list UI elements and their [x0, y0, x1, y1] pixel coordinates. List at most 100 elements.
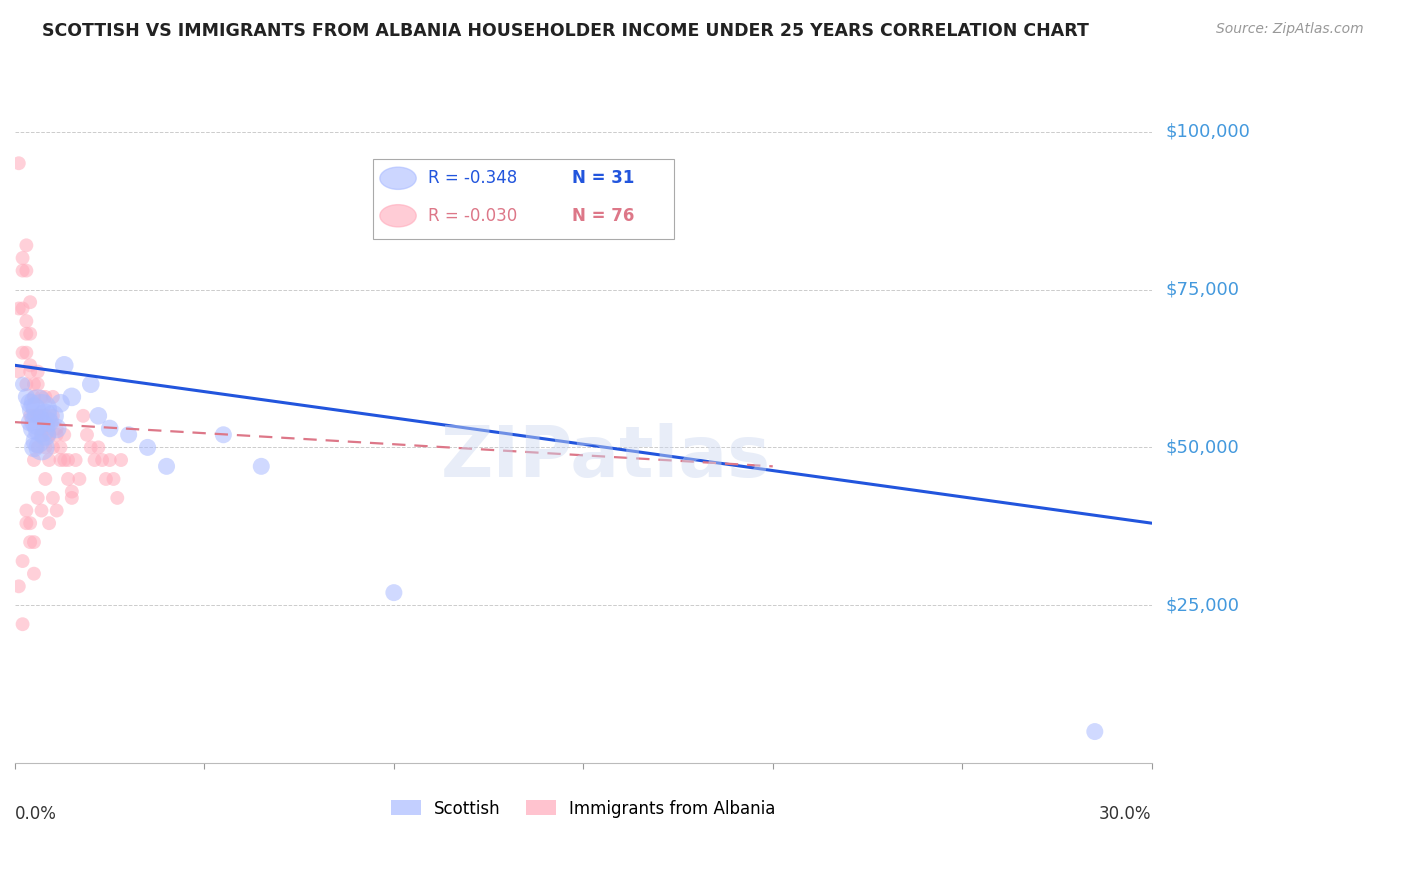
Point	[18, 365, 41, 379]
Point	[67, 472, 90, 486]
Point	[45, 427, 67, 442]
Point	[7, 156, 30, 170]
Point	[250, 459, 273, 474]
Point	[27, 365, 49, 379]
Text: $75,000: $75,000	[1166, 280, 1240, 299]
Point	[49, 396, 72, 410]
Point	[34, 472, 56, 486]
Point	[98, 453, 121, 467]
Point	[34, 409, 56, 423]
Point	[83, 453, 105, 467]
Point	[45, 421, 67, 435]
Text: R = -0.030: R = -0.030	[427, 207, 517, 225]
Text: 30.0%: 30.0%	[1099, 805, 1152, 822]
Point	[34, 427, 56, 442]
Point	[65, 453, 87, 467]
Point	[53, 453, 76, 467]
Point	[22, 421, 45, 435]
Point	[56, 472, 79, 486]
Point	[7, 579, 30, 593]
Point	[42, 491, 65, 505]
Point	[27, 377, 49, 392]
Point	[27, 491, 49, 505]
Text: N = 31: N = 31	[572, 169, 634, 187]
Point	[22, 441, 45, 455]
Point	[76, 427, 98, 442]
Text: $25,000: $25,000	[1166, 596, 1240, 615]
Point	[31, 441, 53, 455]
Point	[27, 441, 49, 455]
Point	[18, 535, 41, 549]
Circle shape	[380, 167, 416, 189]
FancyBboxPatch shape	[373, 159, 675, 239]
Point	[15, 516, 38, 531]
Point	[31, 409, 53, 423]
Point	[136, 441, 159, 455]
Point	[155, 459, 177, 474]
Point	[27, 409, 49, 423]
Point	[31, 503, 53, 517]
Point	[110, 453, 132, 467]
Point	[34, 409, 56, 423]
Point	[11, 263, 34, 277]
Point	[105, 491, 128, 505]
Point	[42, 409, 65, 423]
Point	[15, 390, 38, 404]
Point	[7, 365, 30, 379]
Point	[98, 421, 121, 435]
Legend: Scottish, Immigrants from Albania: Scottish, Immigrants from Albania	[384, 793, 782, 824]
Point	[22, 453, 45, 467]
Point	[15, 263, 38, 277]
Point	[15, 314, 38, 328]
Point	[31, 421, 53, 435]
Point	[27, 434, 49, 448]
Point	[38, 453, 60, 467]
Point	[60, 390, 83, 404]
Point	[80, 441, 103, 455]
Point	[11, 377, 34, 392]
Point	[38, 516, 60, 531]
Text: R = -0.348: R = -0.348	[427, 169, 517, 187]
Point	[15, 377, 38, 392]
Point	[18, 396, 41, 410]
Point	[18, 516, 41, 531]
Point	[18, 359, 41, 373]
Point	[22, 377, 45, 392]
Point	[34, 441, 56, 455]
Point	[31, 427, 53, 442]
Point	[34, 390, 56, 404]
Point	[18, 295, 41, 310]
Point	[91, 453, 114, 467]
Point	[87, 409, 110, 423]
Point	[27, 396, 49, 410]
Point	[42, 441, 65, 455]
Point	[18, 415, 41, 429]
Text: $50,000: $50,000	[1166, 438, 1239, 457]
Point	[11, 301, 34, 316]
Point	[103, 472, 125, 486]
Point	[22, 402, 45, 417]
Point	[38, 415, 60, 429]
Text: Source: ZipAtlas.com: Source: ZipAtlas.com	[1216, 22, 1364, 37]
Point	[31, 402, 53, 417]
Point	[38, 427, 60, 442]
Point	[15, 503, 38, 517]
Point	[18, 326, 41, 341]
Point	[382, 585, 405, 599]
Point	[94, 472, 117, 486]
Point	[11, 345, 34, 359]
Point	[49, 441, 72, 455]
Point	[31, 390, 53, 404]
Point	[7, 301, 30, 316]
Point	[87, 441, 110, 455]
Point	[118, 427, 141, 442]
Point	[15, 345, 38, 359]
Point	[11, 617, 34, 632]
Point	[60, 484, 83, 499]
Text: 0.0%: 0.0%	[15, 805, 56, 822]
Text: SCOTTISH VS IMMIGRANTS FROM ALBANIA HOUSEHOLDER INCOME UNDER 25 YEARS CORRELATIO: SCOTTISH VS IMMIGRANTS FROM ALBANIA HOUS…	[42, 22, 1090, 40]
Point	[42, 409, 65, 423]
Point	[60, 491, 83, 505]
Point	[45, 503, 67, 517]
Point	[11, 251, 34, 265]
